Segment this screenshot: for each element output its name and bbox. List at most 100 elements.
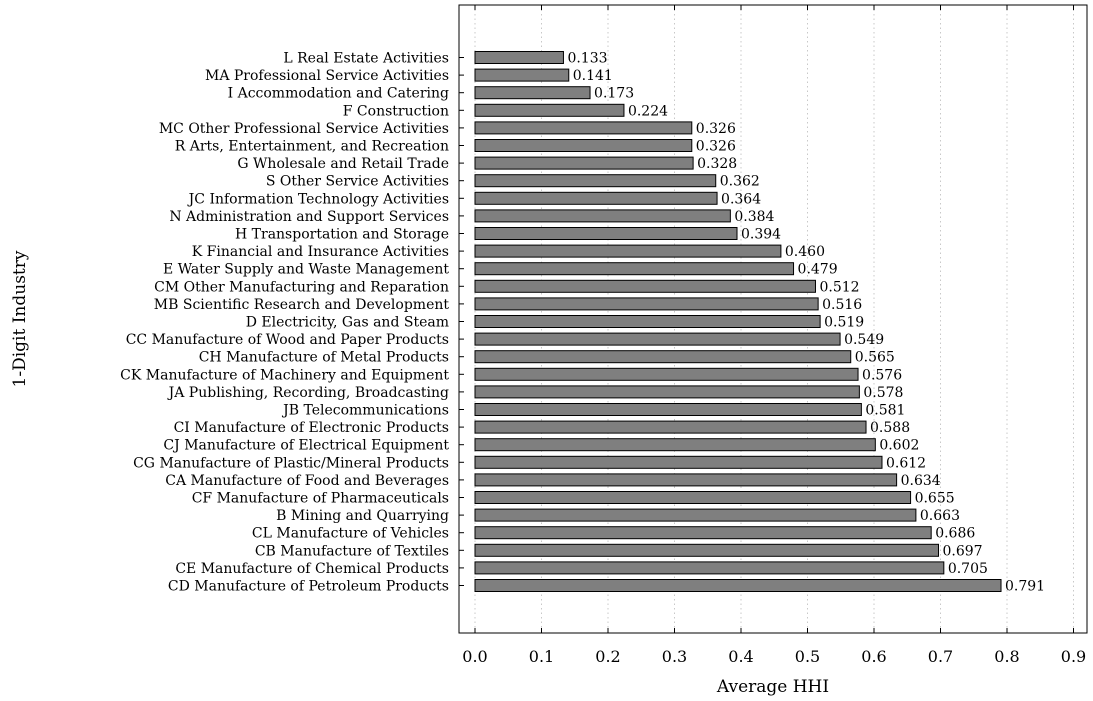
bar-value-label: 0.224 — [628, 103, 668, 119]
bar-value-label: 0.326 — [696, 139, 736, 155]
category-label: CB Manufacture of Textiles — [255, 543, 449, 559]
x-axis-ticks: 0.0 0.1 0.2 0.3 0.4 0.5 0.6 0.7 0.8 0.9 — [459, 5, 1086, 666]
category-label: D Electricity, Gas and Steam — [246, 315, 449, 331]
bar-value-label: 0.655 — [915, 491, 955, 507]
bar — [474, 508, 917, 522]
bar-value-label: 0.133 — [567, 51, 607, 67]
category-label: CK Manufacture of Machinery and Equipmen… — [120, 367, 449, 383]
category-label: K Financial and Insurance Activities — [192, 244, 449, 260]
bar-value-label: 0.384 — [734, 209, 774, 225]
category-label: H Transportation and Storage — [235, 227, 449, 243]
category-label: S Other Service Activities — [266, 174, 449, 190]
bar — [474, 68, 570, 82]
bar-value-label: 0.578 — [863, 385, 903, 401]
bar — [474, 279, 816, 293]
x-tick-label: 0.5 — [795, 647, 820, 666]
bar — [474, 579, 1002, 592]
category-label: CM Other Manufacturing and Reparation — [154, 279, 449, 295]
category-label: CD Manufacture of Petroleum Products — [168, 579, 449, 595]
x-tick-label: 0.4 — [728, 647, 753, 666]
bar-value-label: 0.634 — [901, 473, 941, 489]
bar — [474, 227, 738, 240]
bar — [474, 455, 883, 469]
category-label: JA Publishing, Recording, Broadcasting — [167, 385, 449, 401]
bar-value-label: 0.326 — [696, 121, 736, 137]
bar-value-label: 0.364 — [721, 191, 761, 207]
category-label: MA Professional Service Activities — [205, 68, 449, 84]
bar-value-label: 0.686 — [935, 526, 975, 542]
bar — [474, 262, 795, 276]
category-label: R Arts, Entertainment, and Recreation — [175, 139, 449, 155]
bar — [474, 385, 860, 399]
category-label: G Wholesale and Retail Trade — [237, 156, 449, 172]
bar-value-label: 0.663 — [920, 508, 960, 524]
category-label: E Water Supply and Waste Management — [163, 262, 449, 278]
bar — [474, 156, 694, 170]
bar — [474, 491, 912, 504]
bar — [474, 315, 821, 328]
bar — [474, 367, 859, 381]
bar-value-label: 0.512 — [819, 279, 859, 295]
category-label: CL Manufacture of Vehicles — [252, 526, 449, 542]
category-label: CA Manufacture of Food and Beverages — [165, 473, 449, 489]
bar — [474, 420, 867, 434]
plot-frame — [458, 4, 1088, 634]
bar-value-label: 0.328 — [697, 156, 737, 172]
bar — [474, 174, 717, 188]
category-label: CF Manufacture of Pharmaceuticals — [192, 491, 449, 507]
bar — [474, 51, 564, 64]
x-tick-label: 0.8 — [994, 647, 1019, 666]
bar — [474, 297, 819, 311]
category-label: JB Telecommunications — [281, 403, 449, 419]
bar-value-label: 0.612 — [886, 455, 926, 471]
bar-value-label: 0.516 — [822, 297, 862, 313]
x-axis-title: Average HHI — [716, 677, 829, 697]
bar-value-label: 0.173 — [594, 86, 634, 102]
bar-value-label: 0.549 — [844, 332, 884, 348]
bar — [474, 561, 945, 575]
bar — [474, 543, 940, 557]
bar-value-label: 0.394 — [741, 227, 781, 243]
bar — [474, 209, 731, 223]
x-tick-label: 0.9 — [1061, 647, 1086, 666]
bar-value-label: 0.519 — [824, 315, 864, 331]
bar-value-label: 0.362 — [720, 174, 760, 190]
bar-value-label: 0.576 — [862, 367, 902, 383]
bar — [474, 86, 591, 100]
category-label: JC Information Technology Activities — [187, 191, 449, 207]
category-label: CC Manufacture of Wood and Paper Product… — [126, 332, 449, 348]
bar — [474, 403, 862, 416]
x-tick-label: 0.0 — [462, 647, 487, 666]
category-label: L Real Estate Activities — [283, 51, 449, 67]
category-label: CJ Manufacture of Electrical Equipment — [163, 438, 449, 454]
bar — [474, 332, 841, 346]
bar-value-label: 0.588 — [870, 420, 910, 436]
bar-value-label: 0.479 — [798, 262, 838, 278]
bar — [474, 473, 898, 487]
category-label: N Administration and Support Services — [169, 209, 449, 225]
category-label: CG Manufacture of Plastic/Mineral Produc… — [133, 455, 449, 471]
x-tick-label: 0.6 — [861, 647, 886, 666]
bar-value-label: 0.602 — [879, 438, 919, 454]
category-label: F Construction — [343, 103, 449, 119]
bar — [474, 244, 782, 258]
category-label: CI Manufacture of Electronic Products — [174, 420, 449, 436]
category-label: CE Manufacture of Chemical Products — [175, 561, 449, 577]
category-label: I Accommodation and Catering — [228, 86, 449, 102]
bars: 0.1330.1410.1730.2240.3260.3260.3280.362… — [474, 51, 1045, 595]
y-axis-title: 1-Digit Industry — [10, 250, 30, 387]
bar — [474, 191, 718, 205]
bar-value-label: 0.460 — [785, 244, 825, 260]
category-label: MB Scientific Research and Development — [154, 297, 450, 313]
category-label: B Mining and Quarrying — [276, 508, 449, 524]
x-tick-label: 0.1 — [529, 647, 554, 666]
x-tick-label: 0.7 — [928, 647, 953, 666]
category-label: MC Other Professional Service Activities — [159, 121, 449, 137]
bar-value-label: 0.565 — [855, 350, 895, 366]
bar — [474, 438, 876, 452]
bar-value-label: 0.697 — [943, 543, 983, 559]
bar — [474, 139, 693, 152]
